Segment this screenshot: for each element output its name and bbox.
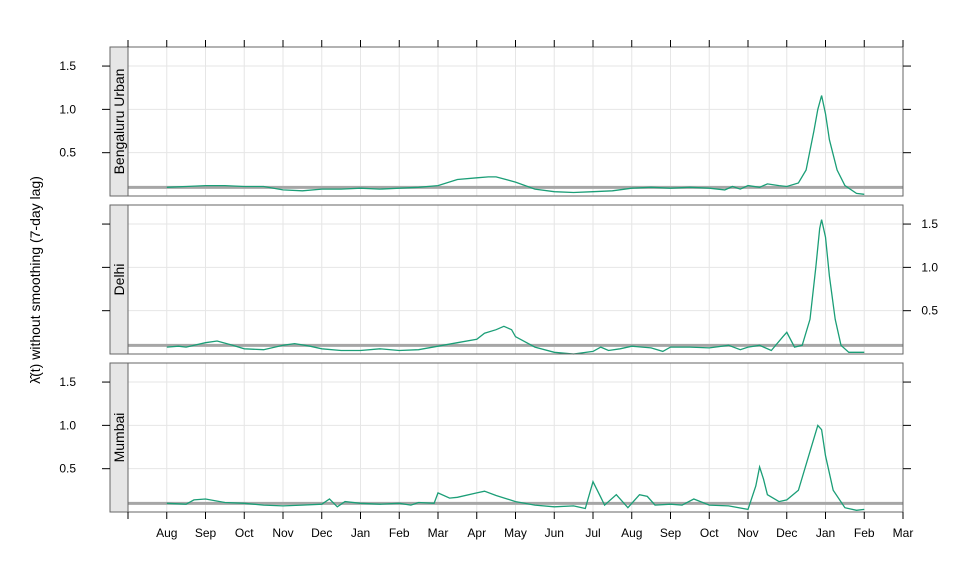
x-tick-label: Mar (893, 526, 914, 540)
y-tick-label: 1.0 (59, 102, 76, 116)
strip-label: Bengaluru Urban (111, 69, 127, 175)
x-tick-label: Nov (272, 526, 293, 540)
x-tick-label: Sep (195, 526, 217, 540)
x-tick-label: Dec (311, 526, 332, 540)
x-tick-label: Dec (776, 526, 797, 540)
y-tick-label: 1.5 (59, 59, 76, 73)
panel-border (127, 204, 904, 355)
y-axis-title: λ̂(t) without smoothing (7-day lag) (27, 176, 43, 384)
x-tick-label: Apr (467, 526, 486, 540)
x-tick-label: Jan (816, 526, 835, 540)
y-axis-label: λ̂(t) without smoothing (7-day lag) (27, 176, 43, 384)
series-line (166, 424, 865, 511)
x-tick-label: Oct (700, 526, 719, 540)
y-tick-label: 0.5 (59, 462, 76, 476)
panel-mumbai: Mumbai 0.5 1.0 1.5 (59, 362, 911, 513)
x-tick-label: Jun (545, 526, 564, 540)
y-tick-label: 0.5 (59, 146, 76, 160)
series-line (166, 219, 865, 355)
y-tick-label: 1.0 (59, 418, 76, 432)
series-line (166, 95, 865, 195)
strip-label: Delhi (111, 264, 127, 296)
x-tick-label: Oct (235, 526, 254, 540)
x-tick-label: Jan (351, 526, 370, 540)
y-tick-label: 1.0 (921, 260, 938, 274)
x-tick-label: Jul (585, 526, 600, 540)
x-tick-label: Aug (156, 526, 177, 540)
x-tick-label: May (504, 526, 527, 540)
x-tick-label: Feb (389, 526, 410, 540)
strip-label: Mumbai (111, 413, 127, 463)
x-tick-label: Mar (428, 526, 449, 540)
panels: Bengaluru Urban0.51.01.5Delhi0.51.01.5Mu… (59, 46, 938, 513)
x-tick-label: Nov (737, 526, 758, 540)
y-tick-label: 1.5 (59, 375, 76, 389)
x-tick-label: Feb (854, 526, 875, 540)
y-tick-label: 0.5 (921, 304, 938, 318)
x-tick-label: Aug (621, 526, 642, 540)
y-tick-label: 1.5 (921, 217, 938, 231)
x-tick-label: Sep (660, 526, 682, 540)
x-axis: Aug Sep Oct Nov Dec Jan Feb Mar Apr May Jun Jul Aug S… (127, 40, 914, 540)
panel-delhi: Delhi 0.5 1.0 1.5 (102, 204, 938, 355)
panel-bengaluru-urban: Bengaluru Urban 0.5 1.0 1.5 (59, 46, 911, 197)
